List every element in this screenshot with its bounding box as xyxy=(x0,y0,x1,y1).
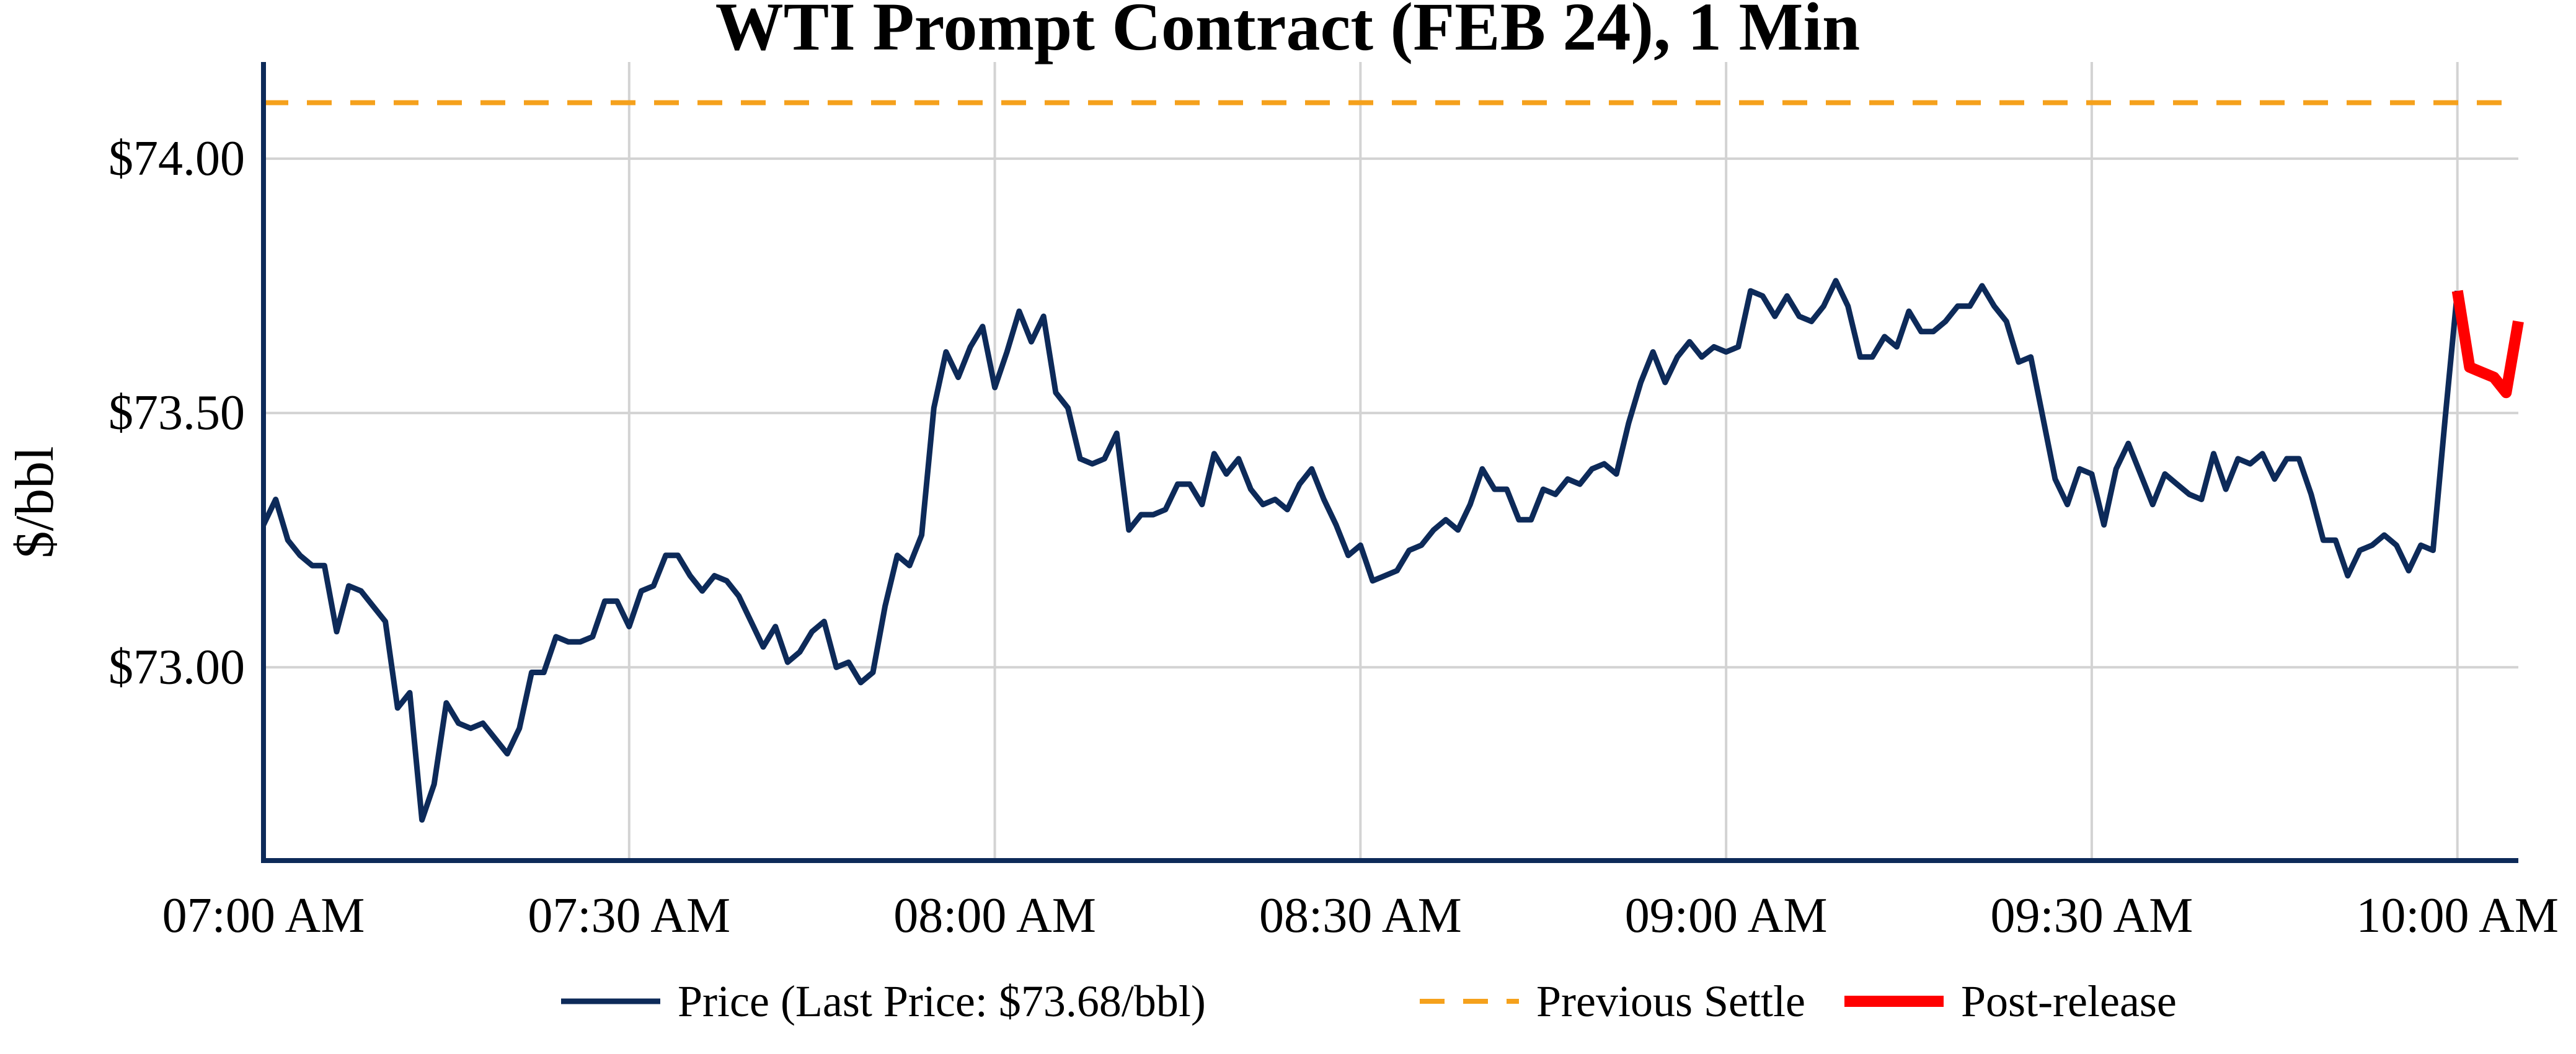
axes: $73.00 $73.50 $74.00 07:00 AM 07:30 AM 08:00 … xyxy=(108,62,2559,943)
x-tick-label: 08:30 AM xyxy=(1259,888,1462,943)
x-tick-label: 08:00 AM xyxy=(893,888,1096,943)
y-tick-label: $73.00 xyxy=(108,640,245,694)
legend-item-previous-settle: Previous Settle xyxy=(1420,976,1805,1026)
series-layer xyxy=(260,100,2524,823)
y-axis-label: $/bbl xyxy=(5,446,65,559)
y-tick-label: $73.50 xyxy=(108,386,245,440)
legend-label: Post-release xyxy=(1961,976,2177,1026)
legend-label: Price (Last Price: $73.68/bbl) xyxy=(678,976,1206,1026)
legend-item-price: Price (Last Price: $73.68/bbl) xyxy=(561,976,1206,1026)
legend-label: Previous Settle xyxy=(1536,976,1805,1026)
x-tick-label: 10:00 AM xyxy=(2356,888,2559,943)
x-tick-label: 07:00 AM xyxy=(162,888,365,943)
legend: Price (Last Price: $73.68/bbl) Previous S… xyxy=(561,976,2177,1026)
x-tick-label: 07:30 AM xyxy=(528,888,730,943)
price-line xyxy=(260,278,2461,823)
x-tick-label: 09:00 AM xyxy=(1625,888,1828,943)
legend-item-post-release: Post-release xyxy=(1844,976,2177,1026)
post-release-line xyxy=(2451,290,2524,399)
x-tick-label: 09:30 AM xyxy=(1991,888,2193,943)
chart-title: WTI Prompt Contract (FEB 24), 1 Min xyxy=(715,0,1860,64)
y-tick-label: $74.00 xyxy=(108,131,245,186)
grid xyxy=(262,62,2518,861)
